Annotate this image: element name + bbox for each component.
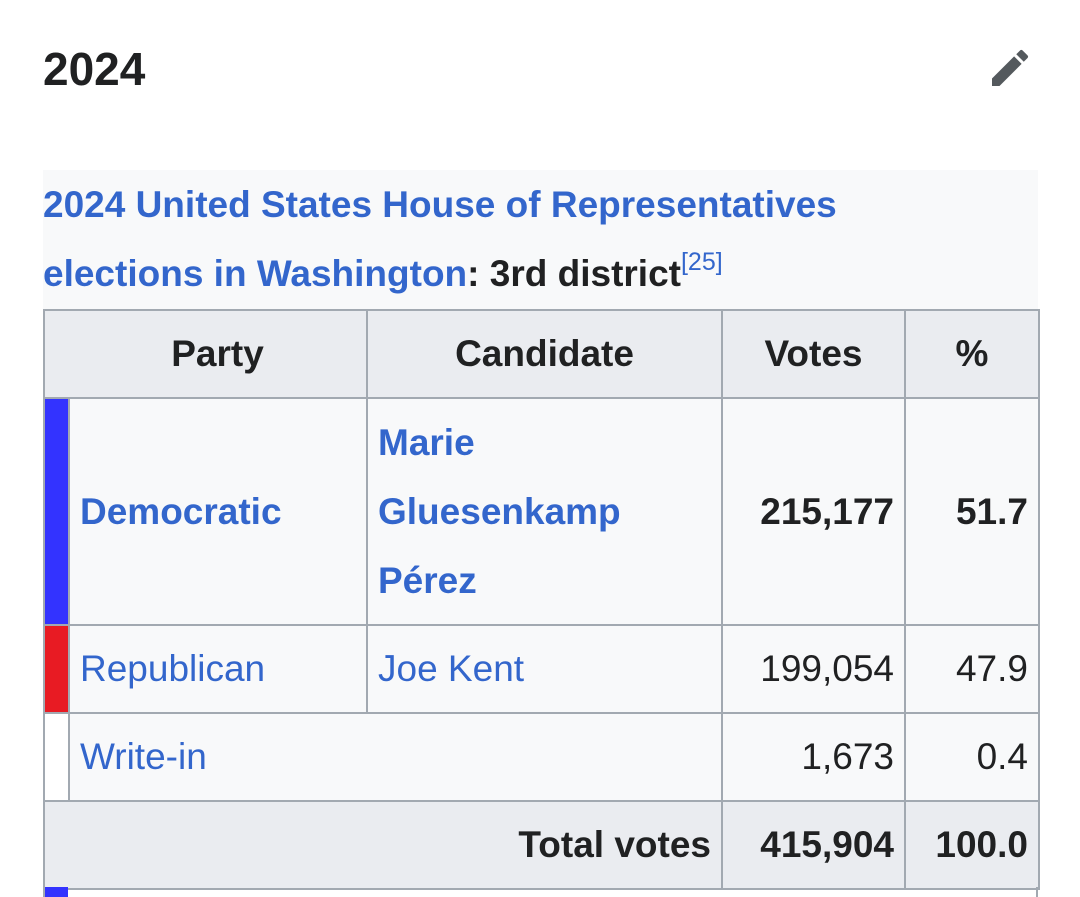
votes-cell: 199,054: [721, 624, 906, 714]
total-row: Total votes 415,904 100.0: [43, 800, 1040, 890]
reference-link[interactable]: [25]: [680, 248, 723, 276]
candidate-name-line2: Gluesenkamp: [378, 491, 621, 532]
header-party: Party: [69, 309, 368, 399]
total-percent-cell: 100.0: [904, 800, 1040, 890]
pencil-icon: [992, 49, 1029, 86]
header-votes: Votes: [721, 309, 906, 399]
party-color-bar: [43, 624, 70, 714]
section-title: 2024: [43, 43, 146, 95]
table-caption: 2024 United States House of Representati…: [43, 170, 1038, 310]
table-row: Write-in 1,673 0.4: [43, 712, 1040, 802]
party-color-bar: [43, 397, 70, 626]
party-color-bar: [45, 887, 68, 897]
party-color-bar: [43, 712, 70, 802]
party-link-democratic[interactable]: Democratic: [68, 397, 368, 626]
table-row: Democratic Marie Gluesenkamp Pérez 215,177…: [43, 397, 1040, 626]
next-row-partial: [43, 887, 1038, 897]
percent-cell: 51.7: [904, 397, 1040, 626]
candidate-link[interactable]: Joe Kent: [366, 624, 723, 714]
total-votes-label: Total votes: [43, 800, 723, 890]
party-link-republican[interactable]: Republican: [68, 624, 368, 714]
total-votes-cell: 415,904: [721, 800, 906, 890]
header-percent: %: [904, 309, 1040, 399]
header-row: Party Candidate Votes %: [43, 309, 1040, 399]
header-candidate: Candidate: [366, 309, 723, 399]
election-results-table: Party Candidate Votes % Democratic Marie…: [43, 309, 1040, 890]
candidate-name-line3: Pérez: [378, 560, 477, 601]
party-link-write-in[interactable]: Write-in: [68, 712, 723, 802]
election-link-line1: 2024 United States House of Representati…: [43, 184, 837, 225]
votes-cell: 1,673: [721, 712, 906, 802]
candidate-link[interactable]: Marie Gluesenkamp Pérez: [366, 397, 723, 626]
votes-cell: 215,177: [721, 397, 906, 626]
percent-cell: 47.9: [904, 624, 1040, 714]
table-row: Republican Joe Kent 199,054 47.9: [43, 624, 1040, 714]
percent-cell: 0.4: [904, 712, 1040, 802]
election-link-line2: elections in Washington: [43, 253, 468, 294]
section-header: 2024: [43, 38, 1038, 102]
edit-section-button[interactable]: [982, 38, 1038, 98]
header-color-spacer: [43, 309, 69, 399]
election-link[interactable]: 2024 United States House of Representati…: [43, 184, 837, 294]
candidate-name-line1: Marie: [378, 422, 475, 463]
caption-suffix: : 3rd district: [467, 253, 681, 294]
